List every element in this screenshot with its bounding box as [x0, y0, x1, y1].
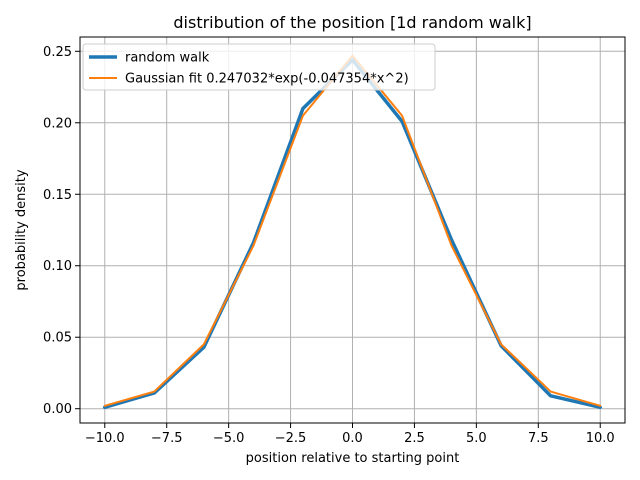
- legend-entry-label: Gaussian fit 0.247032*exp(-0.047354*x^2): [125, 72, 409, 87]
- y-tick-label: 0.15: [43, 188, 72, 203]
- y-tick-label: 0.20: [43, 116, 72, 131]
- y-tick-label: 0.05: [43, 331, 72, 346]
- x-tick-label: 0.0: [342, 431, 363, 446]
- y-tick-label: 0.10: [43, 259, 72, 274]
- x-tick-label: 7.5: [528, 431, 549, 446]
- x-tick-label: 5.0: [466, 431, 487, 446]
- legend: random walk Gaussian fit 0.247032*exp(-0.…: [82, 43, 436, 91]
- x-tick-label: 10.0: [586, 431, 615, 446]
- legend-box: [82, 43, 436, 91]
- legend-entry-label: random walk: [125, 51, 210, 66]
- x-tick-label: −5.0: [213, 431, 245, 446]
- ticks: −10.0 −7.5 −5.0 −2.5 0.0 2.5 5.0 7.5 10.0 0.00 0.0…: [43, 45, 615, 446]
- y-tick-label: 0.00: [43, 402, 72, 417]
- y-axis-label: probability density: [14, 169, 29, 290]
- x-tick-label: −10.0: [85, 431, 125, 446]
- x-tick-label: 2.5: [404, 431, 425, 446]
- x-tick-label: −7.5: [151, 431, 183, 446]
- y-tick-label: 0.25: [43, 45, 72, 60]
- x-axis-label: position relative to starting point: [246, 451, 460, 466]
- chart-title: distribution of the position [1d random …: [173, 13, 531, 32]
- x-tick-label: −2.5: [275, 431, 307, 446]
